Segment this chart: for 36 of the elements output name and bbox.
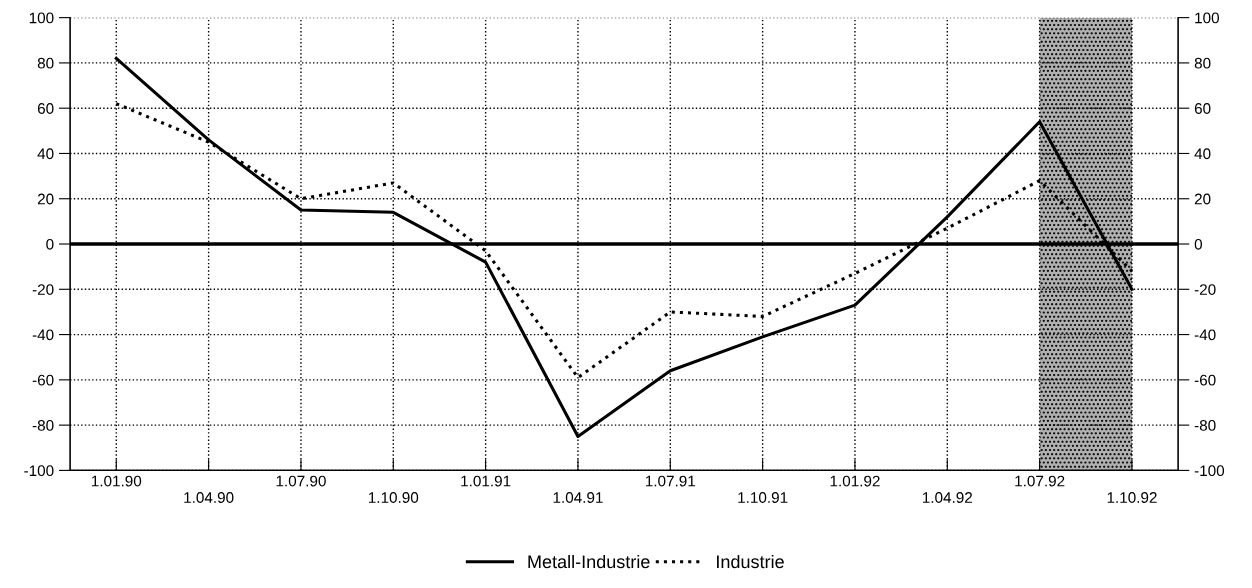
y-tick-label: 100 (29, 12, 54, 24)
y2-tick-label: -100 (1194, 465, 1225, 477)
x-tick-label: 1.10.92 (1107, 492, 1157, 503)
x-tick-label: 1.10.91 (738, 492, 788, 503)
y-tick-label: -40 (32, 329, 54, 341)
y-tick-label: -60 (32, 374, 54, 386)
x-tick-label: 1.07.90 (276, 475, 326, 487)
y2-tick-label: 100 (1195, 12, 1219, 24)
y-tick-label: -100 (24, 465, 54, 477)
y2-tick-label: 0 (1194, 238, 1202, 250)
x-tick-label: 1.04.91 (553, 492, 603, 503)
x-tick-label: 1.07.91 (645, 475, 696, 487)
y2-tick-label: 80 (1194, 57, 1211, 69)
y2-tick-label: 20 (1194, 193, 1211, 205)
y-tick-label: -80 (32, 419, 54, 431)
y-tick-label: -20 (32, 284, 54, 295)
y-tick-label: 20 (37, 193, 54, 205)
y-tick-label: 60 (37, 103, 54, 114)
y2-tick-label: -80 (1194, 419, 1216, 431)
x-tick-label: 1.01.92 (830, 475, 880, 487)
y2-tick-label: -60 (1194, 374, 1216, 386)
y-tick-label: 40 (37, 148, 54, 160)
x-tick-label: 1.04.92 (922, 492, 973, 503)
legend-label: Metall-Industrie (528, 554, 650, 569)
x-tick-label: 1.10.90 (368, 492, 419, 503)
legend-label: Industrie (717, 554, 784, 569)
y-tick-label: 0 (46, 238, 54, 250)
y-tick-label: 80 (37, 57, 54, 69)
x-tick-label: 1.04.90 (184, 492, 234, 503)
y2-tick-label: -20 (1194, 284, 1216, 295)
x-tick-label: 1.01.90 (91, 475, 142, 487)
x-tick-label: 1.07.92 (1015, 475, 1065, 487)
y2-tick-label: 40 (1194, 148, 1211, 160)
y2-tick-label: -40 (1194, 329, 1216, 341)
y2-tick-label: 60 (1194, 103, 1211, 114)
x-tick-label: 1.01.91 (461, 475, 511, 487)
